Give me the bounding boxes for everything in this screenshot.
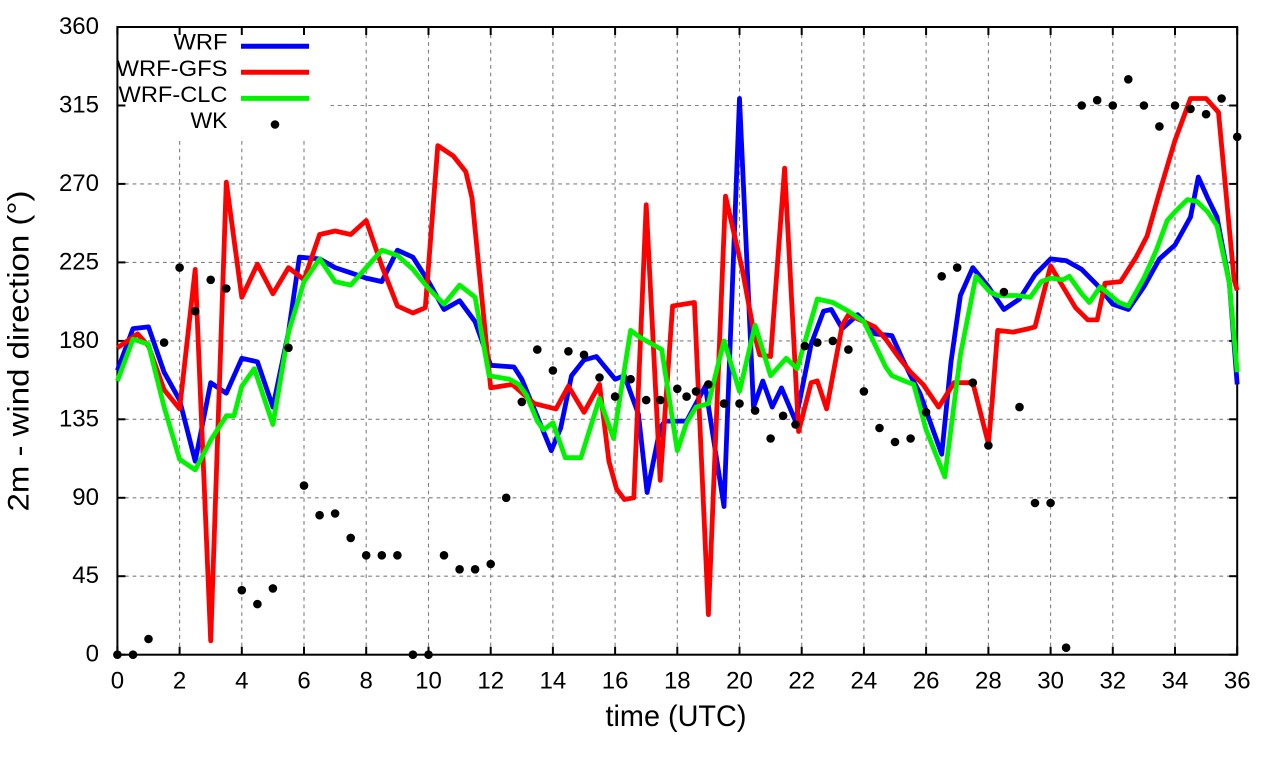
svg-text:34: 34	[1162, 668, 1189, 695]
svg-text:WRF-CLC: WRF-CLC	[119, 82, 228, 107]
svg-text:WRF: WRF	[174, 30, 228, 55]
svg-text:32: 32	[1099, 668, 1126, 695]
svg-text:24: 24	[851, 668, 878, 695]
svg-text:2: 2	[173, 668, 186, 695]
svg-text:0: 0	[111, 668, 124, 695]
svg-text:time (UTC): time (UTC)	[606, 700, 747, 733]
svg-text:18: 18	[664, 668, 691, 695]
svg-text:2m - wind direction (°): 2m - wind direction (°)	[3, 190, 36, 511]
svg-text:180: 180	[59, 327, 99, 354]
svg-text:22: 22	[788, 668, 815, 695]
svg-text:14: 14	[540, 668, 567, 695]
svg-text:WRF-GFS: WRF-GFS	[117, 56, 228, 81]
svg-text:225: 225	[59, 248, 99, 275]
svg-text:WK: WK	[191, 108, 228, 133]
svg-text:8: 8	[360, 668, 373, 695]
svg-text:28: 28	[975, 668, 1002, 695]
svg-text:90: 90	[72, 484, 99, 511]
svg-text:12: 12	[477, 668, 504, 695]
svg-text:360: 360	[59, 13, 99, 40]
svg-text:270: 270	[59, 170, 99, 197]
svg-text:26: 26	[913, 668, 940, 695]
svg-text:0: 0	[86, 641, 99, 668]
svg-text:45: 45	[72, 562, 99, 589]
svg-text:4: 4	[235, 668, 248, 695]
svg-text:30: 30	[1037, 668, 1064, 695]
svg-text:36: 36	[1224, 668, 1251, 695]
svg-text:315: 315	[59, 92, 99, 119]
svg-text:135: 135	[59, 405, 99, 432]
svg-text:6: 6	[297, 668, 310, 695]
svg-text:10: 10	[415, 668, 442, 695]
svg-text:20: 20	[726, 668, 753, 695]
svg-text:16: 16	[602, 668, 629, 695]
